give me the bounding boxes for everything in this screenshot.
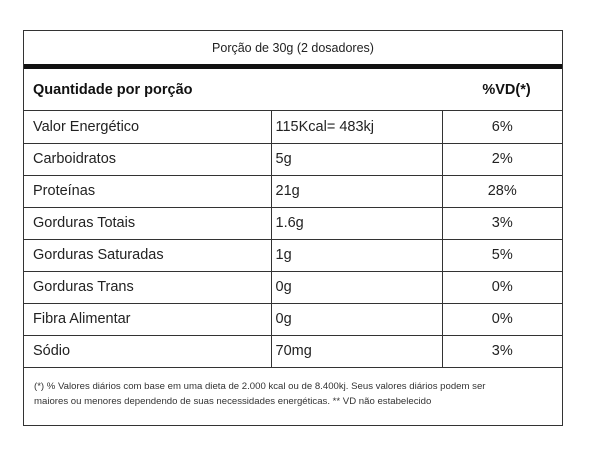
nutrient-name: Proteínas xyxy=(24,175,272,208)
table-row: Gorduras Saturadas 1g 5% xyxy=(24,239,562,272)
nutrient-amount: 70mg xyxy=(271,335,443,368)
nutrition-facts-table: Porção de 30g (2 dosadores) Quantidade p… xyxy=(23,30,563,426)
nutrient-daily-value: 28% xyxy=(442,175,562,208)
nutrient-daily-value: 0% xyxy=(442,303,562,336)
nutrient-amount: 0g xyxy=(271,303,443,336)
nutrient-amount: 1.6g xyxy=(271,207,443,240)
table-row: Carboidratos 5g 2% xyxy=(24,143,562,176)
nutrients-table: Valor Energético 115Kcal= 483kj 6% Carbo… xyxy=(24,111,562,368)
nutrient-amount: 115Kcal= 483kj xyxy=(271,111,443,144)
quantity-per-serving-heading: Quantidade por porção xyxy=(33,81,193,98)
daily-value-heading: %VD(*) xyxy=(482,81,531,98)
nutrient-daily-value: 0% xyxy=(442,271,562,304)
nutrient-name: Gorduras Saturadas xyxy=(24,239,272,272)
nutrient-name: Valor Energético xyxy=(24,111,272,144)
table-row: Gorduras Totais 1.6g 3% xyxy=(24,207,562,240)
table-row: Valor Energético 115Kcal= 483kj 6% xyxy=(24,111,562,144)
table-row: Gorduras Trans 0g 0% xyxy=(24,271,562,304)
nutrient-name: Gorduras Totais xyxy=(24,207,272,240)
nutrient-daily-value: 3% xyxy=(442,207,562,240)
footnote-line-2: maiores ou menores dependendo de suas ne… xyxy=(34,395,432,407)
nutrient-amount: 1g xyxy=(271,239,443,272)
nutrient-name: Carboidratos xyxy=(24,143,272,176)
nutrient-amount: 0g xyxy=(271,271,443,304)
divider-thick xyxy=(24,64,562,69)
serving-size: Porção de 30g (2 dosadores) xyxy=(212,40,374,55)
table-row: Fibra Alimentar 0g 0% xyxy=(24,303,562,336)
nutrient-daily-value: 6% xyxy=(442,111,562,144)
footnote-line-1: (*) % Valores diários com base em uma di… xyxy=(34,380,486,392)
table-row: Sódio 70mg 3% xyxy=(24,335,562,368)
nutrient-name: Gorduras Trans xyxy=(24,271,272,304)
nutrient-name: Fibra Alimentar xyxy=(24,303,272,336)
table-row: Proteínas 21g 28% xyxy=(24,175,562,208)
nutrient-amount: 5g xyxy=(271,143,443,176)
nutrient-name: Sódio xyxy=(24,335,272,368)
nutrient-amount: 21g xyxy=(271,175,443,208)
table-header: Quantidade por porção %VD(*) xyxy=(24,69,562,111)
nutrient-daily-value: 2% xyxy=(442,143,562,176)
nutrient-daily-value: 3% xyxy=(442,335,562,368)
footnote: (*) % Valores diários com base em uma di… xyxy=(24,368,562,409)
nutrient-daily-value: 5% xyxy=(442,239,562,272)
